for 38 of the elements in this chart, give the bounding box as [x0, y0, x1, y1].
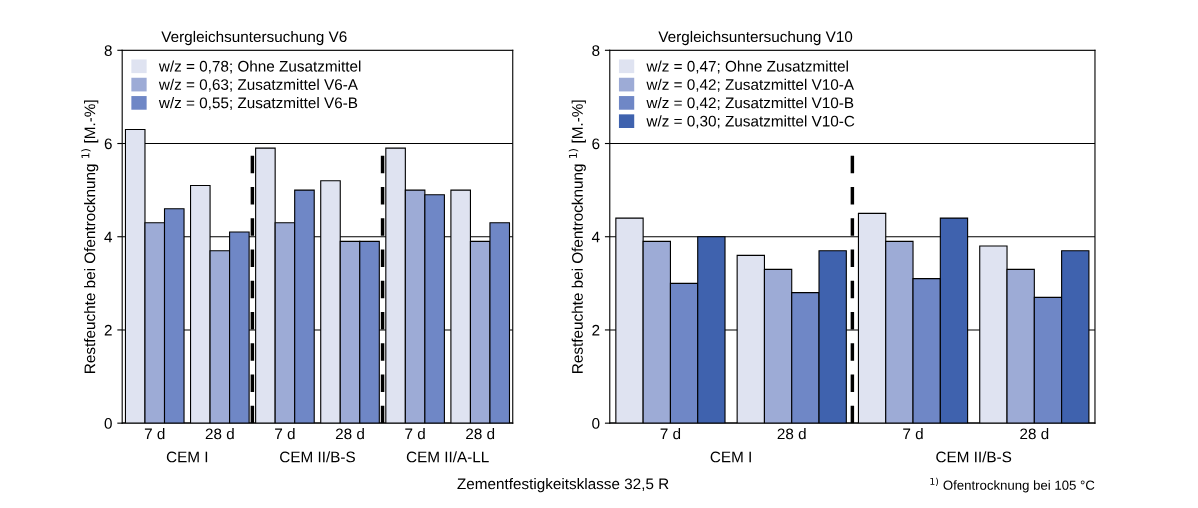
x-tick-label: 28 d: [777, 428, 806, 440]
x-tick-label: 28 d: [1020, 428, 1049, 440]
y-axis-title: Restfeuchte bei Ofentrocknung $^{1)}$ [M.-%]: [568, 100, 586, 373]
y-tick-label: 0: [104, 418, 112, 429]
y-tick-label: 0: [592, 418, 600, 429]
text: $^{1)}$ Ofentrocknung bei 105 °C: [930, 477, 1095, 493]
legend-label: w/z = 0,78; Ohne Zusatzmittel: [158, 60, 361, 74]
legend-label: w/z = 0,47; Ohne Zusatzmittel: [646, 60, 848, 74]
legend-label: w/z = 0,55; Zusatzmittel V6-B: [158, 97, 358, 111]
legend-label: w/z = 0,63; Zusatzmittel V6-A: [158, 78, 358, 92]
text: Zementfestigkeitsklasse 32,5 R: [457, 478, 669, 493]
x-tick-label: 28 d: [466, 428, 495, 440]
legend-label: w/z = 0,42; Zusatzmittel V10-B: [646, 97, 854, 111]
x-tick-label: 7 d: [405, 428, 425, 440]
chart-title: Vergleichsuntersuchung V10: [658, 30, 853, 46]
x-tick-label: 7 d: [144, 428, 165, 440]
x-tick-label: 28 d: [205, 428, 234, 440]
y-axis-title: Restfeuchte bei Ofentrocknung $^{1)}$ [M.-%]: [81, 100, 99, 373]
text: CEM I: [710, 451, 751, 463]
y-tick-label: 2: [104, 324, 112, 336]
y-tick-label: 8: [592, 45, 600, 56]
text: CEM II/B-S: [936, 451, 1012, 463]
x-tick-label: 28 d: [335, 428, 364, 440]
y-tick-label: 4: [104, 231, 113, 243]
y-tick-label: 6: [104, 138, 112, 150]
chart-title: Vergleichsuntersuchung V6: [161, 30, 347, 46]
x-tick-label: 7 d: [275, 428, 295, 440]
text: CEM I: [166, 451, 208, 463]
x-tick-label: 7 d: [660, 428, 681, 440]
y-tick-label: 2: [592, 324, 600, 336]
legend-label: w/z = 0,42; Zusatzmittel V10-A: [646, 78, 855, 92]
text: CEM II/B-S: [280, 451, 355, 463]
text: CEM II/A-LL: [406, 451, 489, 463]
legend-label: w/z = 0,30; Zusatzmittel V10-C: [646, 115, 855, 129]
y-tick-label: 8: [104, 45, 112, 56]
y-tick-label: 6: [592, 138, 600, 150]
x-tick-label: 7 d: [903, 428, 923, 440]
y-tick-label: 4: [591, 231, 600, 243]
